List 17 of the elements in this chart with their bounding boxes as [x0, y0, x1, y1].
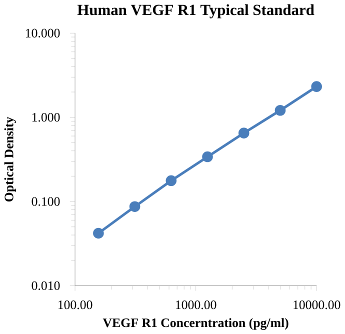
y-tick-label: 0.100 [32, 197, 60, 206]
x-axis-title: VEGF R1 Concerntration (pg/ml) [102, 318, 288, 330]
y-axis-title: Optical Density [4, 116, 16, 202]
chart-title: Human VEGF R1 Typical Standard [77, 4, 314, 18]
y-tick-label: 0.010 [32, 281, 60, 290]
x-tick-label: 1000.00 [176, 300, 216, 310]
point [129, 201, 140, 212]
y-tick-label: 1.000 [32, 112, 60, 122]
point [93, 228, 104, 239]
point [202, 151, 213, 162]
point [166, 175, 177, 186]
point [274, 104, 286, 116]
point [311, 81, 322, 92]
x-tick-label: 10000.00 [294, 300, 340, 310]
x-tick-label: 100.00 [58, 300, 92, 310]
point [238, 128, 250, 138]
y-tick-label: 10.000 [26, 28, 60, 38]
